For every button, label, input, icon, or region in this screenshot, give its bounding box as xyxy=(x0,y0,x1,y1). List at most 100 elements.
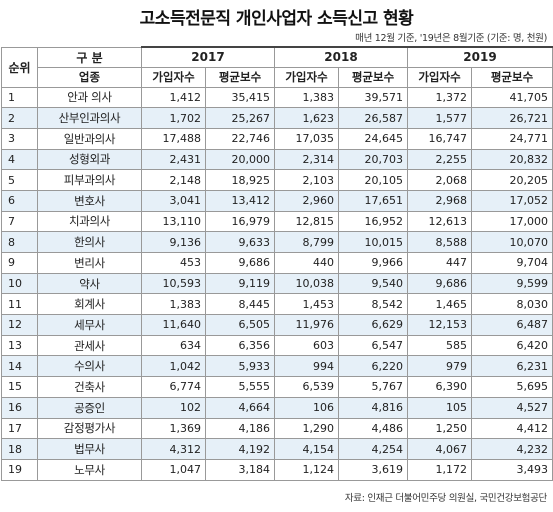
source-note: 자료: 인재근 더불어민주당 의원실, 국민건강보험공단 xyxy=(344,493,547,504)
avg-pay-cell: 9,704 xyxy=(471,252,553,274)
members-cell: 4,312 xyxy=(141,438,206,460)
avg-pay-cell: 24,771 xyxy=(471,127,553,150)
avg-pay-cell: 9,966 xyxy=(338,252,408,274)
job-cell: 산부인과의사 xyxy=(37,107,142,129)
members-cell: 12,815 xyxy=(274,210,339,233)
avg-pay-cell: 20,000 xyxy=(205,148,275,171)
members-cell: 1,250 xyxy=(407,417,472,440)
rank-cell: 6 xyxy=(1,189,38,212)
members-cell: 2,960 xyxy=(274,189,339,212)
members-cell: 4,154 xyxy=(274,438,339,460)
rank-cell: 14 xyxy=(1,355,38,378)
avg-pay-cell: 22,746 xyxy=(205,127,275,150)
members-cell: 6,539 xyxy=(274,376,339,398)
table-row: 5 피부과의사 2,148 18,925 2,103 20,105 2,068 20,205 xyxy=(1,169,553,191)
members-cell: 102 xyxy=(141,396,206,419)
table-row: 14 수의사 1,042 5,933 994 6,220 979 6,231 xyxy=(1,355,553,378)
table-row: 7 치과의사 13,110 16,979 12,815 16,952 12,613 17,00… xyxy=(1,210,553,233)
members-cell: 1,623 xyxy=(274,107,339,129)
job-cell: 치과의사 xyxy=(37,210,142,233)
rank-cell: 15 xyxy=(1,376,38,398)
members-cell: 1,172 xyxy=(407,458,472,481)
avg-pay-cell: 8,542 xyxy=(338,293,408,316)
avg-pay-cell: 13,412 xyxy=(205,189,275,212)
members-cell: 9,136 xyxy=(141,231,206,253)
avg-pay-cell: 16,952 xyxy=(338,210,408,233)
avg-pay-cell: 20,832 xyxy=(471,148,553,171)
members-cell: 2,068 xyxy=(407,169,472,191)
rank-cell: 11 xyxy=(1,293,38,316)
rank-cell: 8 xyxy=(1,231,38,253)
rank-cell: 1 xyxy=(1,86,38,109)
rank-cell: 17 xyxy=(1,417,38,440)
job-cell: 성형외과 xyxy=(37,148,142,171)
avg-pay-cell: 4,186 xyxy=(205,417,275,440)
header-avg-pay: 평균보수 xyxy=(338,66,408,88)
members-cell: 17,488 xyxy=(141,127,206,150)
job-cell: 회계사 xyxy=(37,293,142,316)
members-cell: 1,702 xyxy=(141,107,206,129)
members-cell: 1,372 xyxy=(407,86,472,109)
job-cell: 일반과의사 xyxy=(37,127,142,150)
members-cell: 6,390 xyxy=(407,376,472,398)
members-cell: 1,465 xyxy=(407,293,472,316)
members-cell: 4,067 xyxy=(407,438,472,460)
avg-pay-cell: 6,220 xyxy=(338,355,408,378)
rank-cell: 2 xyxy=(1,107,38,129)
members-cell: 447 xyxy=(407,252,472,274)
avg-pay-cell: 18,925 xyxy=(205,169,275,191)
avg-pay-cell: 26,721 xyxy=(471,107,553,129)
members-cell: 979 xyxy=(407,355,472,378)
members-cell: 2,255 xyxy=(407,148,472,171)
members-cell: 453 xyxy=(141,252,206,274)
avg-pay-cell: 9,686 xyxy=(205,252,275,274)
avg-pay-cell: 17,052 xyxy=(471,189,553,212)
rank-cell: 9 xyxy=(1,252,38,274)
table-row: 16 공증인 102 4,664 106 4,816 105 4,527 xyxy=(1,396,553,419)
table-row: 15 건축사 6,774 5,555 6,539 5,767 6,390 5,695 xyxy=(1,376,553,398)
members-cell: 1,577 xyxy=(407,107,472,129)
members-cell: 1,383 xyxy=(141,293,206,316)
members-cell: 105 xyxy=(407,396,472,419)
members-cell: 11,640 xyxy=(141,314,206,336)
avg-pay-cell: 25,267 xyxy=(205,107,275,129)
members-cell: 2,103 xyxy=(274,169,339,191)
rank-cell: 16 xyxy=(1,396,38,419)
avg-pay-cell: 10,070 xyxy=(471,231,553,253)
avg-pay-cell: 4,527 xyxy=(471,396,553,419)
avg-pay-cell: 4,816 xyxy=(338,396,408,419)
avg-pay-cell: 6,420 xyxy=(471,334,553,357)
avg-pay-cell: 9,633 xyxy=(205,231,275,253)
rank-cell: 13 xyxy=(1,334,38,357)
avg-pay-cell: 24,645 xyxy=(338,127,408,150)
avg-pay-cell: 17,000 xyxy=(471,210,553,233)
avg-pay-cell: 8,030 xyxy=(471,293,553,316)
job-cell: 법무사 xyxy=(37,438,142,460)
members-cell: 994 xyxy=(274,355,339,378)
avg-pay-cell: 6,487 xyxy=(471,314,553,336)
table-note: 매년 12월 기준, '19년은 8월기준 (기준: 명, 천원) xyxy=(355,33,547,44)
avg-pay-cell: 9,540 xyxy=(338,272,408,295)
job-cell: 수의사 xyxy=(37,355,142,378)
job-cell: 변호사 xyxy=(37,189,142,212)
avg-pay-cell: 16,979 xyxy=(205,210,275,233)
avg-pay-cell: 20,703 xyxy=(338,148,408,171)
avg-pay-cell: 3,184 xyxy=(205,458,275,481)
members-cell: 6,774 xyxy=(141,376,206,398)
job-cell: 세무사 xyxy=(37,314,142,336)
rank-cell: 10 xyxy=(1,272,38,295)
rank-cell: 7 xyxy=(1,210,38,233)
members-cell: 12,613 xyxy=(407,210,472,233)
avg-pay-cell: 20,105 xyxy=(338,169,408,191)
members-cell: 2,431 xyxy=(141,148,206,171)
table-row: 12 세무사 11,640 6,505 11,976 6,629 12,153 6,487 xyxy=(1,314,553,336)
avg-pay-cell: 35,415 xyxy=(205,86,275,109)
rank-cell: 4 xyxy=(1,148,38,171)
members-cell: 1,124 xyxy=(274,458,339,481)
job-cell: 피부과의사 xyxy=(37,169,142,191)
header-members: 가입자수 xyxy=(407,66,472,88)
table-row: 2 산부인과의사 1,702 25,267 1,623 26,587 1,577 26,721 xyxy=(1,107,553,129)
job-cell: 공증인 xyxy=(37,396,142,419)
members-cell: 11,976 xyxy=(274,314,339,336)
job-cell: 건축사 xyxy=(37,376,142,398)
